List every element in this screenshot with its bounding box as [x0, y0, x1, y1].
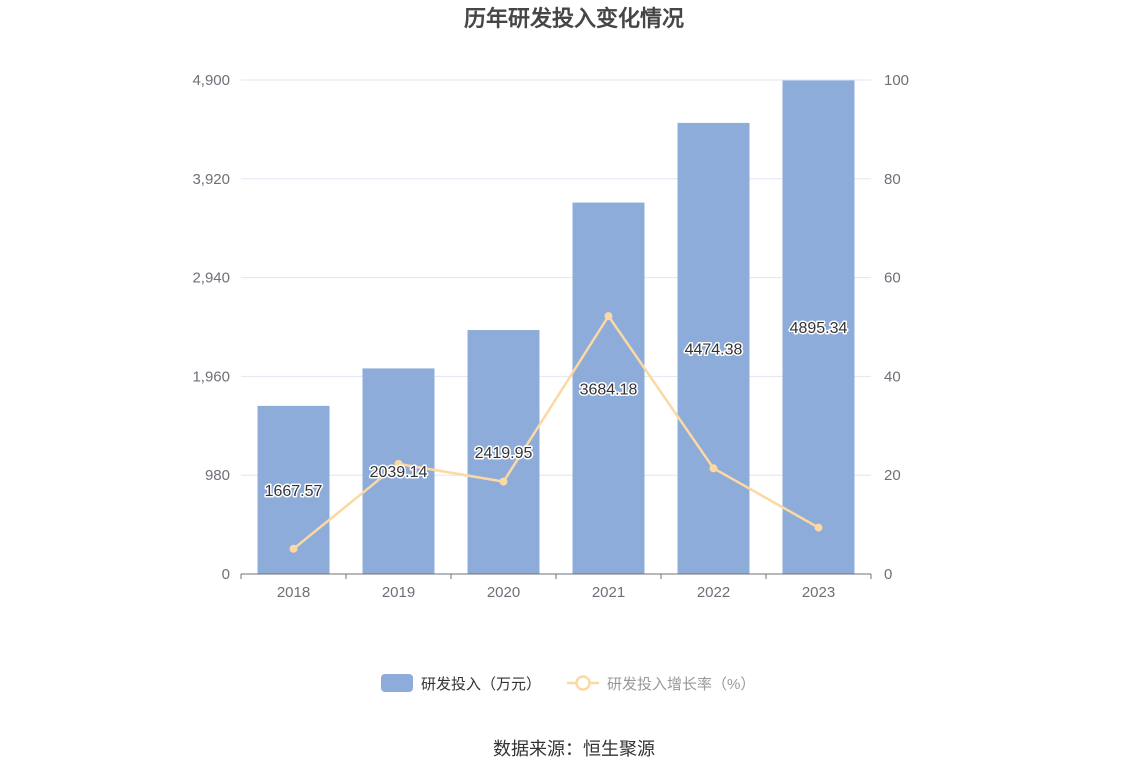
bar-data-labels: 1667.57 2039.14 2419.95 3684.18 4474.38 4895.…	[263, 319, 849, 502]
growth-point-2023	[814, 523, 823, 532]
legend-label: 研发投入增长率（%）	[607, 676, 755, 693]
bar-2022	[677, 122, 750, 574]
growth-point-2022	[709, 464, 718, 473]
bar-label-2021: 3684.18	[580, 381, 638, 398]
right-y-tick-label: 80	[884, 171, 901, 188]
bar-series	[257, 80, 855, 575]
chart-title: 历年研发投入变化情况	[464, 6, 684, 31]
x-tick-label-2019: 2019	[382, 584, 415, 601]
x-tick-label-2021: 2021	[592, 584, 625, 601]
left-y-axis: 0 980 1,960 2,940 3,920 4,900	[192, 72, 230, 583]
legend-item-growth-rate[interactable]: 研发投入增长率（%）	[567, 675, 755, 693]
left-y-tick-label: 0	[222, 566, 230, 583]
plot-area: 0 980 1,960 2,940 3,920 4,900 0 20 40 60 80 100 2018…	[192, 72, 909, 601]
legend-bar-swatch	[381, 674, 413, 692]
bar-2020	[467, 330, 540, 574]
bar-label-2022: 4474.38	[685, 341, 743, 358]
gridlines	[241, 79, 871, 476]
growth-rate-line	[292, 314, 820, 550]
x-tick-label-2022: 2022	[697, 584, 730, 601]
left-y-tick-label: 4,900	[192, 72, 230, 89]
bar-label-2018: 1667.57	[265, 483, 323, 500]
x-tick-label-2023: 2023	[802, 584, 835, 601]
left-y-tick-label: 980	[205, 467, 230, 484]
growth-point-2019	[394, 459, 403, 468]
left-y-tick-label: 2,940	[192, 270, 230, 287]
right-y-tick-label: 60	[884, 270, 901, 287]
x-tick-label-2020: 2020	[487, 584, 520, 601]
bar-2023	[782, 80, 855, 575]
right-y-tick-label: 100	[884, 72, 909, 89]
right-y-axis: 0 20 40 60 80 100	[884, 72, 909, 583]
right-y-tick-label: 20	[884, 467, 901, 484]
x-tick-label-2018: 2018	[277, 584, 310, 601]
growth-point-2021	[604, 312, 613, 321]
line-series	[289, 312, 823, 553]
bar-label-2023: 4895.34	[790, 320, 848, 337]
growth-point-2020	[499, 477, 508, 486]
legend-label: 研发投入（万元）	[421, 676, 541, 693]
legend: 研发投入（万元） 研发投入增长率（%）	[381, 674, 755, 693]
data-source: 数据来源：恒生聚源	[493, 739, 655, 759]
bar-2021	[572, 202, 645, 574]
right-y-tick-label: 40	[884, 368, 901, 385]
legend-item-rd-investment[interactable]: 研发投入（万元）	[381, 674, 541, 693]
left-y-tick-label: 3,920	[192, 171, 230, 188]
bar-label-2020: 2419.95	[475, 445, 533, 462]
legend-point-swatch	[575, 675, 591, 691]
x-axis: 2018 2019 2020 2021 2022 2023	[240, 573, 872, 601]
growth-point-2018	[289, 544, 298, 553]
right-y-tick-label: 0	[884, 566, 892, 583]
bar-label-2019: 2039.14	[370, 464, 428, 481]
left-y-tick-label: 1,960	[192, 368, 230, 385]
bar-2019	[362, 368, 435, 574]
